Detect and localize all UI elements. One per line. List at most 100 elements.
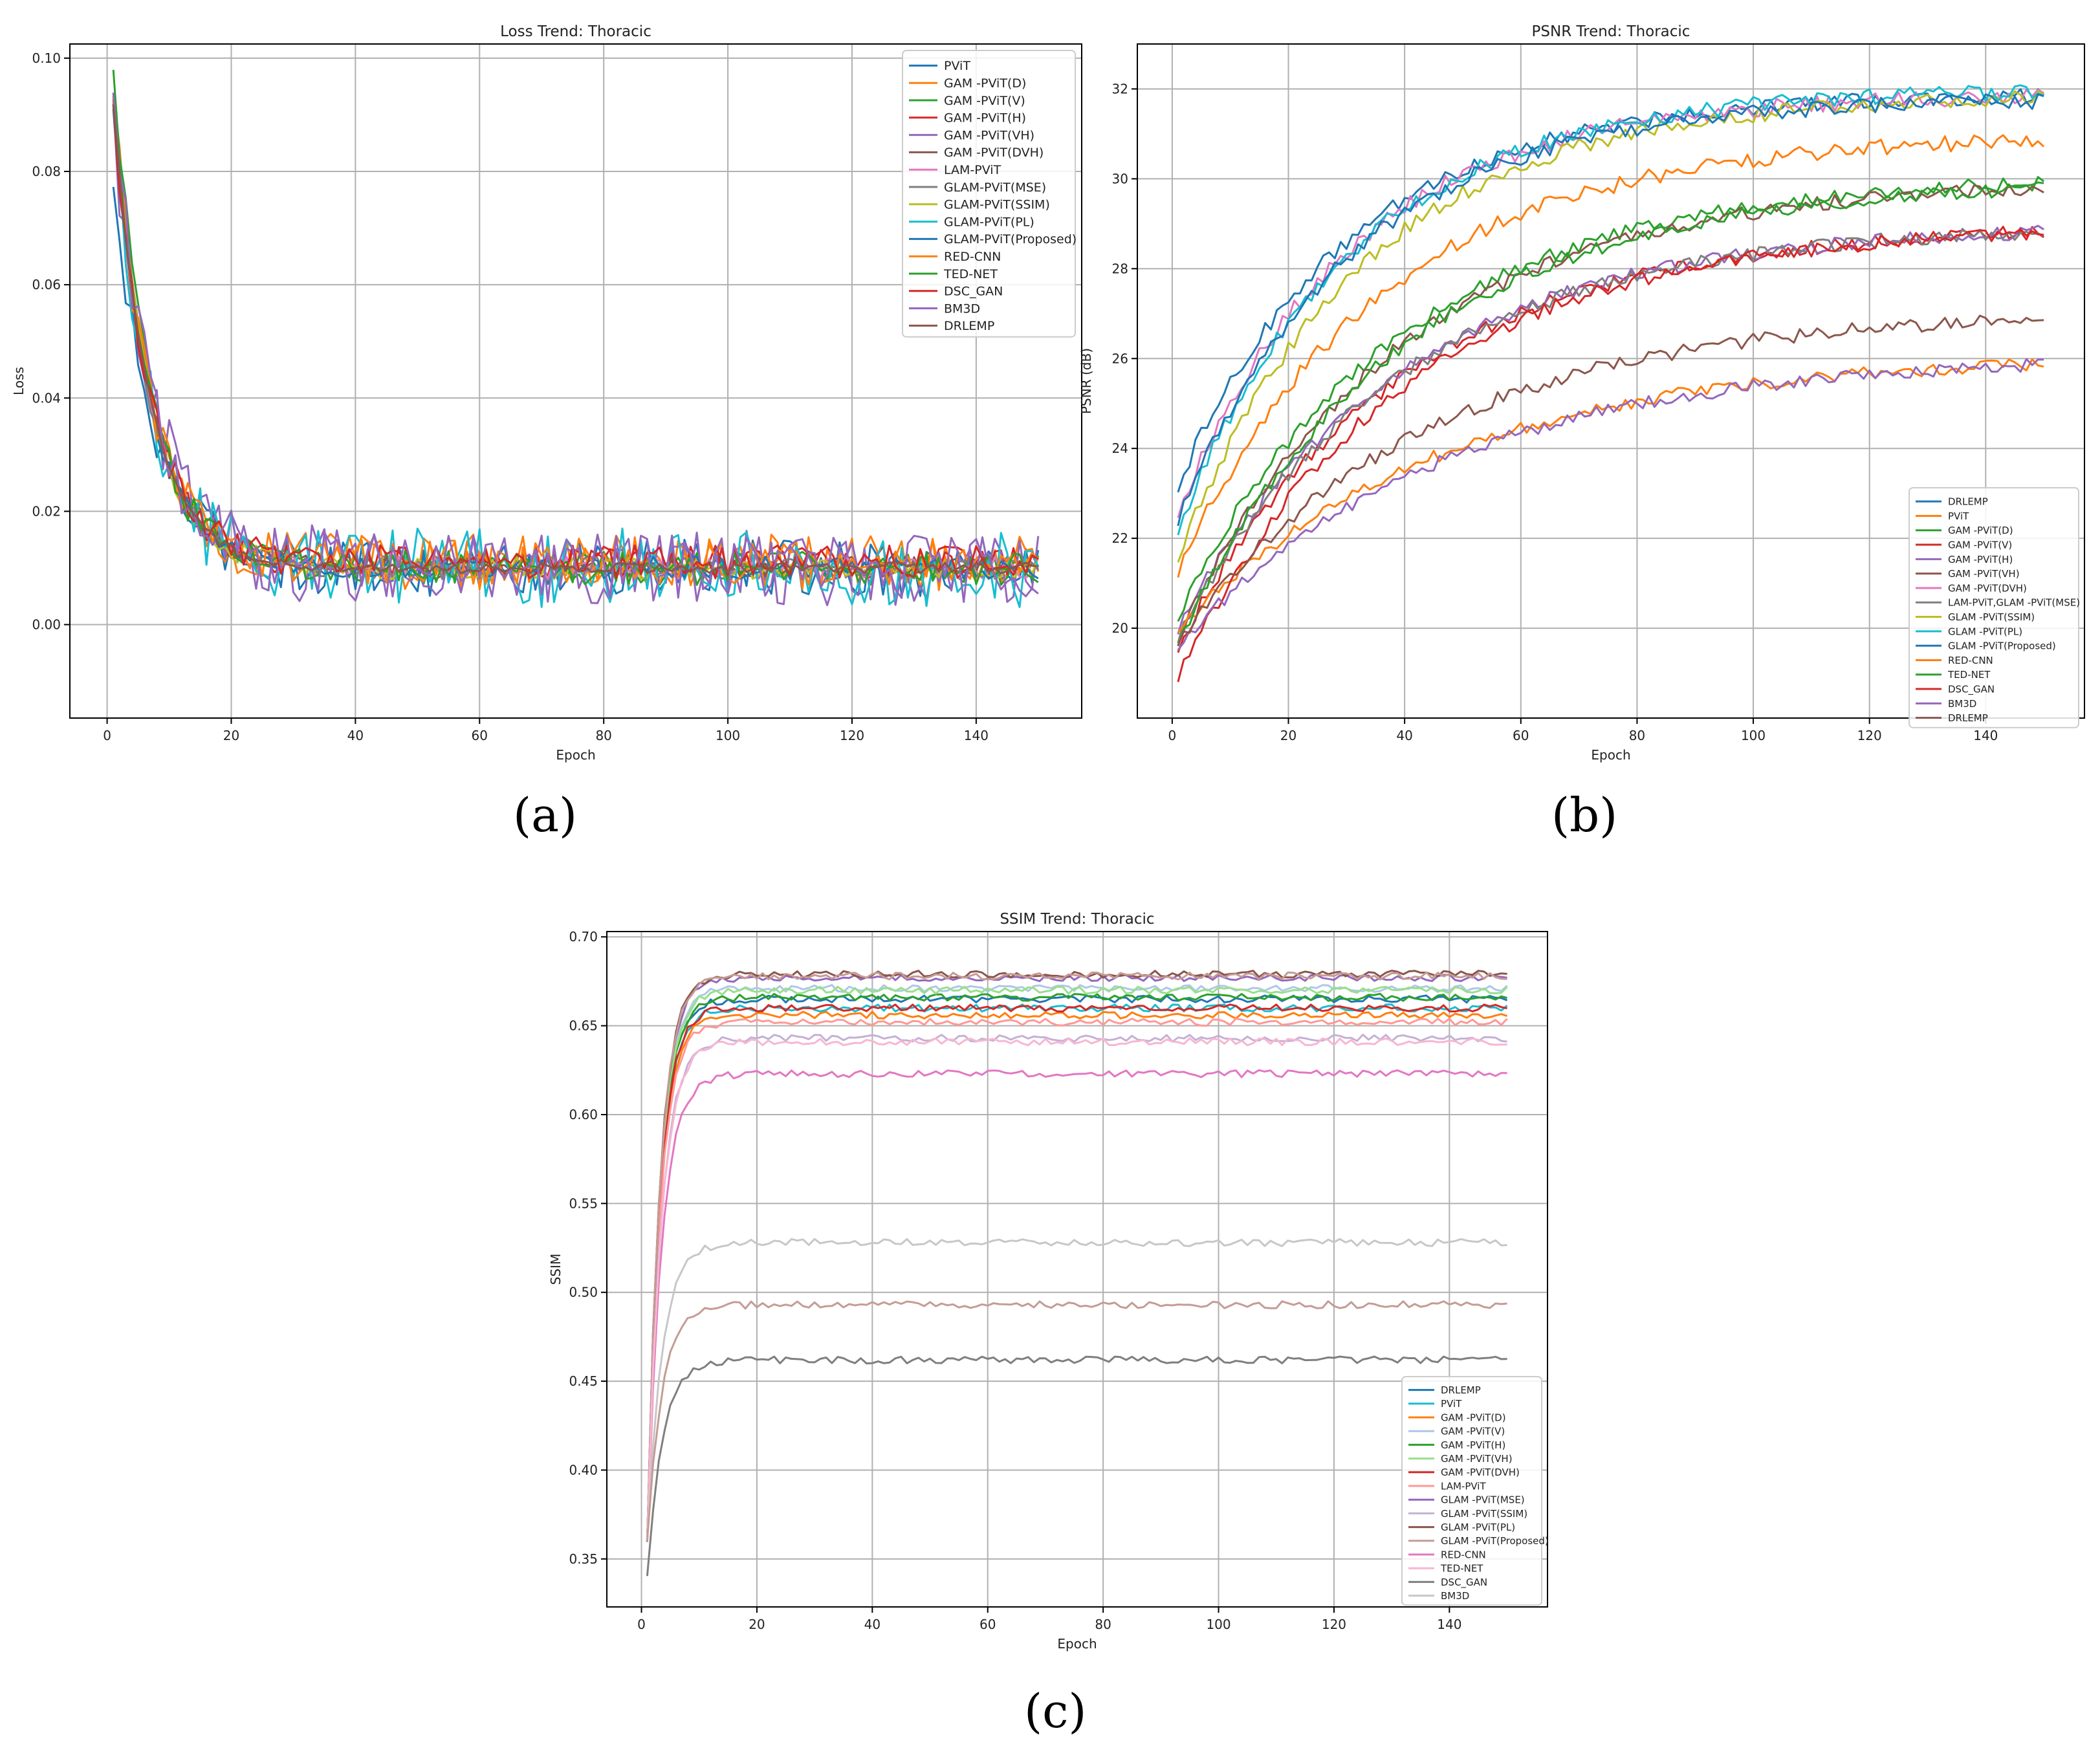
legend-label: GLAM -PViT(PL) <box>1948 626 2022 637</box>
series-line-9 <box>646 1033 1507 1542</box>
series-line-8 <box>646 973 1507 1542</box>
legend-label: LAM-PViT <box>1441 1480 1486 1492</box>
x-tick-label: 80 <box>595 728 611 743</box>
y-tick-label: 0.60 <box>569 1107 598 1122</box>
y-tick-label: 0.55 <box>569 1195 598 1211</box>
legend-box <box>1401 1376 1542 1606</box>
legend-label: TED-NET <box>1947 669 1991 681</box>
legend-label: GLAM-PViT(SSIM) <box>944 198 1050 212</box>
legend-label: GLAM -PViT(Proposed) <box>1441 1535 1549 1547</box>
x-tick-label: 140 <box>964 728 989 743</box>
series-line-0 <box>112 186 1040 597</box>
series-line-12 <box>1177 181 2044 647</box>
series-line-12 <box>646 1069 1507 1541</box>
x-tick-label: 140 <box>1973 728 1998 743</box>
y-tick-label: 20 <box>1112 620 1128 636</box>
series-line-15 <box>112 105 1038 575</box>
x-tick-label: 0 <box>103 728 111 743</box>
legend-label: DRLEMP <box>1948 712 1988 724</box>
legend-label: GAM -PViT(V) <box>944 94 1025 108</box>
legend-label: DSC_GAN <box>1441 1577 1487 1589</box>
legend-label: TED-NET <box>943 267 998 281</box>
x-tick-label: 40 <box>347 728 364 743</box>
x-tick-label: 100 <box>1741 728 1766 743</box>
legend-label: GAM -PViT(V) <box>1441 1426 1505 1437</box>
y-tick-label: 0.45 <box>569 1373 598 1389</box>
x-tick-label: 60 <box>472 728 488 743</box>
series-line-2 <box>646 1010 1508 1542</box>
y-tick-label: 0.06 <box>32 277 61 292</box>
y-axis-label: SSIM <box>548 1254 563 1285</box>
legend-label: GLAM -PViT(Proposed) <box>1948 640 2056 652</box>
series-line-13 <box>646 1037 1507 1541</box>
legend-label: BM3D <box>1441 1590 1469 1602</box>
y-axis-label: Loss <box>11 367 27 395</box>
legend-label: DRLEMP <box>1948 496 1988 508</box>
legend-label: RED-CNN <box>944 250 1001 264</box>
legend-label: GAM -PViT(V) <box>1948 539 2012 551</box>
legend-label: GAM -PViT(H) <box>1948 554 2013 565</box>
y-tick-label: 0.10 <box>32 50 61 66</box>
series-line-7 <box>112 109 1039 580</box>
plot-frame <box>1137 43 2085 719</box>
y-tick-label: 0.50 <box>569 1285 598 1300</box>
x-tick-label: 60 <box>979 1617 996 1632</box>
panel-label-b: (b) <box>1551 788 1618 842</box>
series-group <box>646 970 1508 1577</box>
series-line-10 <box>112 108 1039 580</box>
chart-2: 0 20 40 60 80 100 120 140 0.35 0.40 0.45 0.50 0.55 0.… <box>548 911 1549 1652</box>
legend-label: PViT <box>1948 510 1969 522</box>
series-line-16 <box>646 1300 1507 1541</box>
series-line-9 <box>1177 84 2044 536</box>
legend-label: GAM -PViT(DVH) <box>1948 582 2027 594</box>
series-line-7 <box>646 1018 1508 1542</box>
y-tick-label: 0.35 <box>569 1551 598 1567</box>
series-line-8 <box>112 104 1040 580</box>
series-line-4 <box>646 992 1507 1542</box>
legend-label: DSC_GAN <box>944 285 1003 299</box>
chart-1: 0 20 40 60 80 100 120 140 20 22 24 26 28 30 32 PSNR Tre… <box>1078 23 2085 763</box>
series-line-3 <box>646 984 1508 1542</box>
legend-label: GAM -PViT(VH) <box>1948 568 2020 580</box>
series-line-14 <box>1177 358 2044 651</box>
series-line-11 <box>646 971 1507 1541</box>
y-tick-label: 22 <box>1112 530 1128 546</box>
series-line-14 <box>646 1355 1507 1577</box>
series-line-6 <box>112 104 1040 580</box>
x-tick-label: 60 <box>1513 728 1529 743</box>
y-tick-label: 0.70 <box>569 929 598 944</box>
legend-label: DRLEMP <box>944 319 994 333</box>
chart-0: 0 20 40 60 80 100 120 140 0.00 0.02 0.04 0.06 0.08 0.… <box>11 23 1082 763</box>
x-tick-label: 20 <box>223 728 239 743</box>
y-tick-label: 0.04 <box>32 390 61 406</box>
legend-label: GLAM -PViT(MSE) <box>1441 1494 1525 1506</box>
x-tick-label: 40 <box>1396 728 1412 743</box>
y-tick-label: 28 <box>1112 261 1128 276</box>
series-line-12 <box>112 93 1039 586</box>
legend-label: GLAM-PViT(PL) <box>944 215 1034 229</box>
legend-label: BM3D <box>944 301 980 316</box>
y-tick-label: 0.00 <box>32 617 61 633</box>
chart-title: SSIM Trend: Thoracic <box>1000 911 1154 928</box>
x-axis-label: Epoch <box>556 747 595 763</box>
series-line-3 <box>112 103 1040 580</box>
series-line-1 <box>1177 134 2045 578</box>
x-tick-label: 100 <box>716 728 740 743</box>
y-tick-label: 24 <box>1112 441 1128 456</box>
series-line-8 <box>1177 90 2044 563</box>
legend-label: RED-CNN <box>1948 655 1993 666</box>
panel-label-c: (c) <box>1024 1684 1087 1738</box>
y-tick-label: 32 <box>1112 81 1128 96</box>
series-line-5 <box>646 985 1508 1542</box>
y-tick-label: 26 <box>1112 351 1128 366</box>
series-line-13 <box>1177 228 2044 682</box>
series-line-1 <box>112 95 1040 591</box>
y-tick-label: 0.65 <box>569 1018 598 1034</box>
series-group <box>112 69 1040 608</box>
legend-label: LAM-PViT <box>944 163 1001 177</box>
x-tick-label: 100 <box>1206 1617 1230 1632</box>
legend-label: GAM -PViT(VH) <box>1441 1453 1513 1465</box>
legend-label: DSC_GAN <box>1948 683 1995 695</box>
series-line-7 <box>1177 228 2044 643</box>
